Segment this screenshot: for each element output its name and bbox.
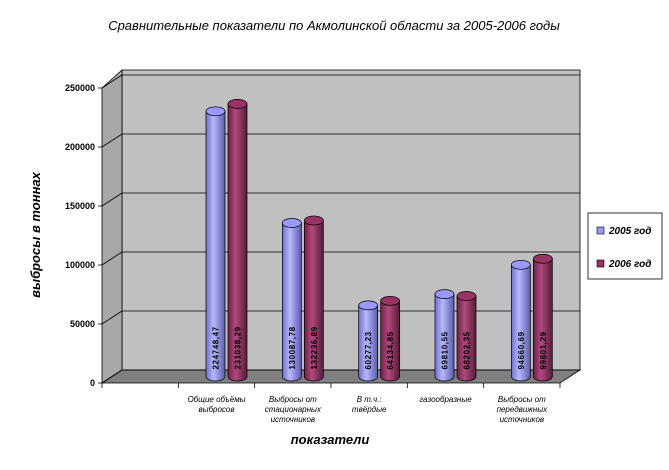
bar-body <box>434 293 455 382</box>
x-category-label: Выбросы от <box>269 395 317 404</box>
gridlines <box>98 74 580 384</box>
bar-body <box>380 300 401 382</box>
bar-top <box>281 218 302 228</box>
bar-top <box>456 291 477 301</box>
chart-title: Сравнительные показатели по Акмолинской … <box>108 18 560 33</box>
data-label: 94660,69 <box>517 331 526 369</box>
bar-top <box>532 253 553 264</box>
y-tick-label: 50000 <box>70 319 95 329</box>
y-tick-label: 100000 <box>65 260 95 270</box>
bar-2006: 231038,29 <box>227 99 248 382</box>
x-category-label: выбросов <box>198 405 234 414</box>
bar-top <box>380 295 401 306</box>
bar-body <box>303 220 324 382</box>
legend-label-2005: 2005 год <box>608 226 651 237</box>
bar-top <box>510 259 531 270</box>
legend-swatch-2005 <box>596 226 605 235</box>
plot-side-wall <box>101 69 123 384</box>
x-category-label: источников <box>271 415 316 424</box>
bar-top <box>358 300 379 311</box>
bar-top <box>434 289 455 299</box>
bar-2005: 69810,55 <box>434 289 455 382</box>
data-label: 130087,78 <box>288 326 297 369</box>
bar-top <box>227 99 248 109</box>
data-label: 224748,47 <box>212 326 221 369</box>
gridline-side <box>101 251 123 266</box>
gridline-side <box>101 133 123 148</box>
data-label: 69810,55 <box>441 331 450 369</box>
bar-body <box>532 258 553 382</box>
data-label: 231038,29 <box>234 326 243 369</box>
gridline-side <box>101 310 123 325</box>
bar-2006: 64134,85 <box>380 295 401 382</box>
data-label: 68202,35 <box>463 331 472 369</box>
x-category-label: В т.ч.: <box>357 395 382 404</box>
bar-2006: 68202,35 <box>456 291 477 382</box>
y-tick-label: 0 <box>90 378 95 388</box>
x-axis-label: показатели <box>291 432 370 447</box>
y-tick-label: 250000 <box>65 83 95 93</box>
gridline-side <box>101 192 123 207</box>
bar-body <box>456 295 477 382</box>
y-tick-labels: 0 50000 100000 150000 200000 250000 <box>65 83 95 388</box>
x-category-label: стационарных <box>265 405 322 414</box>
data-label: 60277,23 <box>364 331 373 369</box>
legend: 2005 год 2006 год <box>587 212 663 280</box>
gridline-side <box>101 74 123 89</box>
plot-floor <box>100 369 582 384</box>
bar-body <box>510 264 531 382</box>
y-axis-label: выбросы в тоннах <box>28 171 43 298</box>
legend-label-2006: 2006 год <box>608 259 651 270</box>
bar-body <box>227 103 248 382</box>
gridline-side <box>101 369 123 384</box>
bars: 224748,47 130087,78 60277,23 69810,55 94660,… <box>205 99 553 382</box>
bar-body <box>281 222 302 382</box>
x-category-label: газообразные <box>419 395 472 404</box>
x-category-label: источников <box>500 415 545 424</box>
legend-swatch-2006 <box>596 259 605 268</box>
data-label: 99801,29 <box>539 331 548 369</box>
x-category-label: Общие объёмы <box>187 395 245 404</box>
y-tick-label: 150000 <box>65 201 95 211</box>
bar-top <box>205 106 226 117</box>
bar-2005: 130087,78 <box>281 218 302 382</box>
y-tick-label: 200000 <box>65 142 95 152</box>
bar-body <box>205 110 226 382</box>
data-label: 132236,89 <box>310 326 319 369</box>
bar-2006: 132236,89 <box>303 215 324 382</box>
data-label: 64134,85 <box>386 331 395 369</box>
x-category-label: передвижных <box>497 405 549 414</box>
legend-box <box>587 212 663 280</box>
x-category-label: твёрдые <box>352 405 387 414</box>
bar-2005: 60277,23 <box>358 300 379 382</box>
bar-2005: 94660,69 <box>510 259 531 382</box>
bar-2006: 99801,29 <box>532 253 553 382</box>
bar-top <box>303 215 324 226</box>
bar-body <box>358 305 379 382</box>
bar-2005: 224748,47 <box>205 106 226 382</box>
x-category-label: Выбросы от <box>498 395 546 404</box>
